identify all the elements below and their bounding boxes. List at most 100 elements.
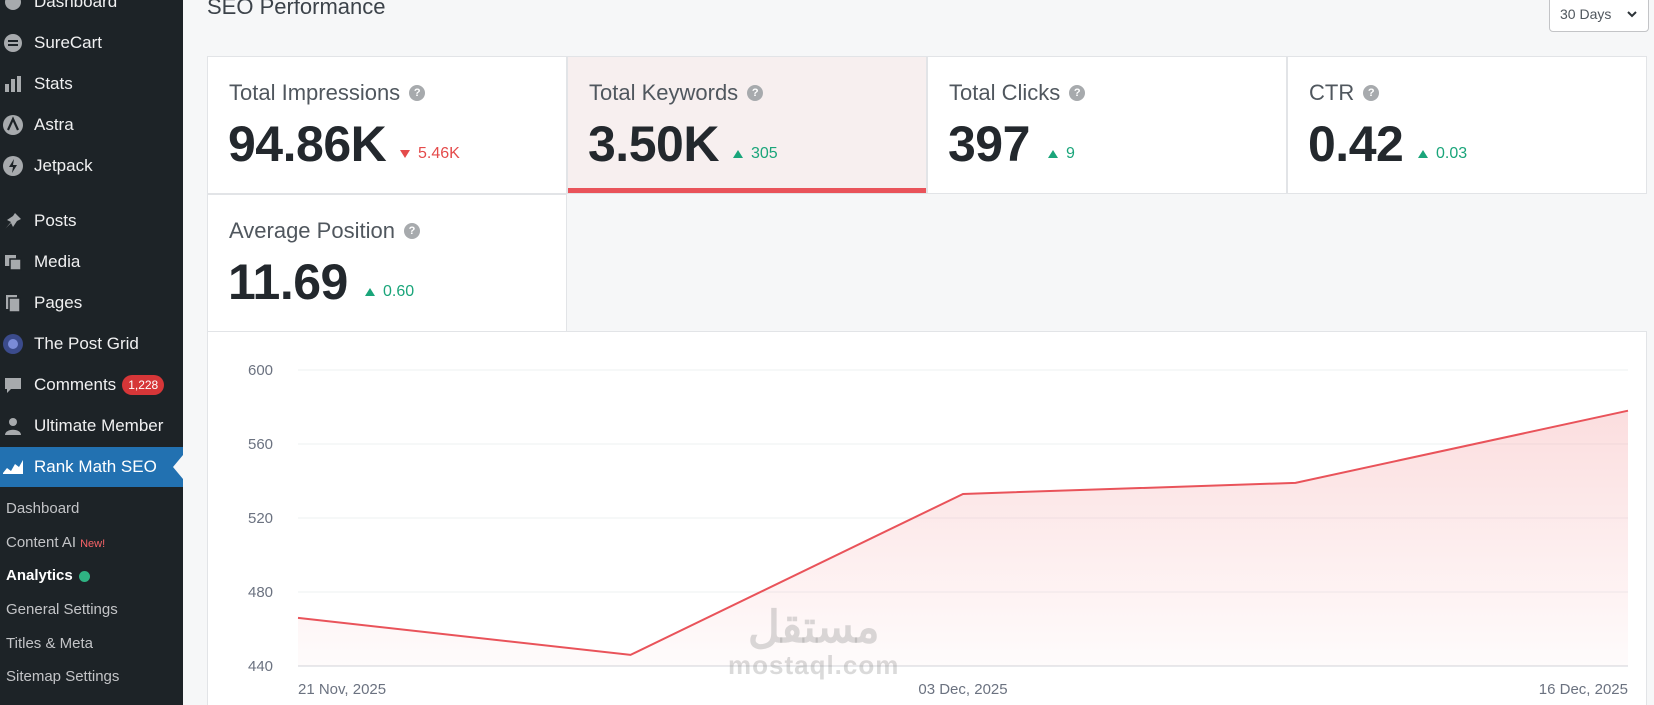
sidebar-item-pages[interactable]: Pages — [0, 283, 183, 323]
submenu-item-content-ai[interactable]: Content AI New! — [6, 534, 105, 551]
stat-delta-value: 9 — [1066, 145, 1075, 162]
stat-delta-value: 5.46K — [418, 145, 460, 162]
sidebar-item-jetpack[interactable]: Jetpack — [0, 146, 183, 186]
sidebar-item-comments[interactable]: Comments 1,228 — [0, 365, 183, 405]
stat-card-average-position[interactable]: Average Position? 11.69 0.60 — [207, 194, 567, 332]
y-tick-label: 480 — [248, 584, 273, 601]
comment-count-badge: 1,228 — [122, 375, 165, 396]
rank-math-icon — [2, 456, 24, 478]
performance-chart: 440 480 520 560 600 21 Nov, 2025 03 Dec, 2025 1… — [207, 331, 1647, 705]
stat-title: Total Impressions? — [229, 80, 426, 106]
sidebar-item-surecart[interactable]: SureCart — [0, 23, 183, 63]
stat-delta: 5.46K — [400, 145, 460, 163]
stat-value: 0.42 — [1308, 116, 1404, 172]
pages-icon — [2, 292, 24, 314]
y-tick-label: 520 — [248, 510, 273, 527]
stat-delta: 9 — [1048, 145, 1075, 163]
surecart-icon — [2, 32, 24, 54]
date-range-select[interactable]: 30 Days — [1549, 0, 1649, 32]
stat-value: 94.86K — [228, 116, 387, 172]
stat-title-text: Average Position — [229, 218, 395, 243]
watermark-latin: mostaql.com — [728, 650, 900, 680]
stat-card-total-keywords[interactable]: Total Keywords? 3.50K 305 — [567, 56, 927, 194]
sidebar-item-label: Jetpack — [34, 156, 93, 175]
help-icon[interactable]: ? — [403, 223, 420, 239]
watermark-arabic: مستقل — [747, 603, 880, 652]
series-line — [297, 409, 1629, 656]
sidebar-item-stats[interactable]: Stats — [0, 64, 183, 104]
stat-value: 11.69 — [228, 254, 348, 310]
submenu-item-dashboard[interactable]: Dashboard — [6, 500, 79, 517]
sidebar-item-label: Posts — [34, 211, 77, 230]
page-title: SEO Performance — [207, 0, 386, 19]
sidebar-item-label: SureCart — [34, 33, 103, 52]
stat-title-text: Total Impressions — [229, 80, 401, 105]
help-icon[interactable]: ? — [1069, 85, 1086, 101]
sidebar-item-rank-math-seo[interactable]: Rank Math SEO — [0, 447, 183, 487]
sidebar-item-label: Media — [34, 252, 81, 271]
sidebar-item-ultimate-member[interactable]: Ultimate Member — [0, 406, 183, 446]
arrow-up-icon — [1418, 150, 1428, 158]
astra-icon — [2, 114, 24, 136]
submenu-item-label: Content AI — [6, 534, 77, 551]
sidebar-item-label: Pages — [34, 293, 83, 312]
sidebar-item-astra[interactable]: Astra — [0, 105, 183, 145]
stat-delta-value: 305 — [751, 145, 778, 162]
stat-delta: 0.60 — [365, 283, 414, 301]
sidebar-item-label: Dashboard — [34, 0, 118, 11]
selected-underline — [568, 188, 926, 193]
stat-delta-value: 0.03 — [1436, 145, 1468, 162]
new-tag: New! — [80, 538, 106, 550]
date-range-value: 30 Days — [1560, 6, 1612, 22]
help-icon[interactable]: ? — [747, 85, 764, 101]
sidebar-item-media[interactable]: Media — [0, 242, 183, 282]
active-menu-arrow — [173, 455, 183, 479]
stat-card-total-impressions[interactable]: Total Impressions? 94.86K 5.46K — [207, 56, 567, 194]
arrow-up-icon — [733, 150, 743, 158]
admin-sidebar: Dashboard SureCart Stats Astra Jetpack Posts M… — [0, 0, 183, 705]
stat-title: Total Clicks? — [949, 80, 1086, 106]
submenu-item-label: Sitemap Settings — [6, 668, 120, 685]
submenu-item-analytics[interactable]: Analytics — [6, 567, 90, 584]
sidebar-item-label: Comments 1,228 — [34, 375, 165, 396]
status-dot-icon — [78, 570, 90, 582]
stat-delta: 0.03 — [1418, 145, 1467, 163]
stat-title: Average Position? — [229, 218, 420, 244]
arrow-up-icon — [365, 288, 375, 296]
sidebar-item-label: Stats — [34, 74, 73, 93]
submenu-item-general-settings[interactable]: General Settings — [6, 601, 118, 618]
dashboard-icon — [2, 0, 24, 13]
sidebar-item-label: Astra — [34, 115, 74, 134]
x-tick-label: 03 Dec, 2025 — [918, 681, 1007, 698]
y-tick-label: 440 — [248, 658, 273, 675]
y-tick-label: 600 — [248, 362, 273, 379]
stat-delta: 305 — [733, 145, 778, 163]
help-icon[interactable]: ? — [1363, 85, 1380, 101]
submenu-item-sitemap-settings[interactable]: Sitemap Settings — [6, 668, 119, 685]
comment-icon — [2, 374, 24, 396]
help-icon[interactable]: ? — [409, 85, 426, 101]
post-grid-icon — [2, 333, 24, 355]
jetpack-icon — [2, 155, 24, 177]
stat-title: Total Keywords? — [589, 80, 764, 106]
watermark: مستقل mostaql.com — [728, 606, 899, 681]
submenu-item-label: Analytics — [6, 567, 73, 584]
sidebar-item-the-post-grid[interactable]: The Post Grid — [0, 324, 183, 364]
x-tick-label: 21 Nov, 2025 — [298, 681, 386, 698]
sidebar-item-dashboard[interactable]: Dashboard — [0, 0, 183, 22]
submenu-item-titles-meta[interactable]: Titles & Meta — [6, 635, 93, 652]
stat-value: 397 — [948, 116, 1030, 172]
media-icon — [2, 251, 24, 273]
stats-icon — [2, 73, 24, 95]
stat-card-ctr[interactable]: CTR? 0.42 0.03 — [1287, 56, 1647, 194]
sidebar-item-posts[interactable]: Posts — [0, 201, 183, 241]
sidebar-item-label: Ultimate Member — [34, 416, 164, 435]
stat-value: 3.50K — [588, 116, 719, 172]
series-area — [298, 410, 1628, 666]
stat-title-text: Total Keywords — [589, 80, 739, 105]
arrow-up-icon — [1048, 150, 1058, 158]
submenu-item-label: Dashboard — [6, 500, 80, 517]
y-tick-label: 560 — [248, 436, 273, 453]
stat-card-total-clicks[interactable]: Total Clicks? 397 9 — [927, 56, 1287, 194]
sidebar-item-label: Rank Math SEO — [34, 457, 157, 476]
